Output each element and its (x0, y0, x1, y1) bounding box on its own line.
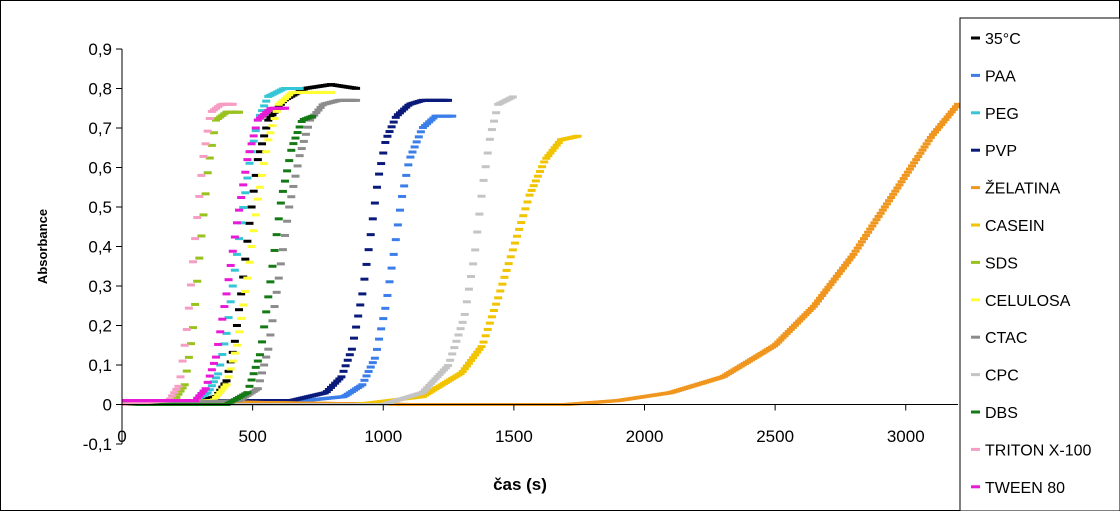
legend: 35°C PAA PEG PVP ŽELATINA CASEIN SDS CELULOSA CT… (959, 17, 1120, 512)
legend-item: CELULOSA (971, 293, 1071, 310)
legend-item: PEG (971, 106, 1019, 123)
x-ticks: 0 500 1000 1500 2000 2500 3000 (117, 404, 925, 446)
y-axis-title: Absorbance (35, 209, 50, 284)
x-tick-label: 3000 (887, 427, 925, 446)
legend-item: PAA (971, 68, 1016, 85)
legend-label: CASEIN (985, 218, 1045, 235)
y-tick-label: 0,4 (88, 238, 112, 257)
legend-item: ŽELATINA (971, 179, 1061, 198)
legend-item: SDS (971, 255, 1018, 272)
legend-label: TWEEN 80 (985, 480, 1065, 497)
legend-label: TRITON X-100 (985, 442, 1092, 459)
y-tick-label: 0,6 (88, 159, 112, 178)
y-tick-label: 0,8 (88, 80, 112, 99)
legend-item: CTAC (971, 330, 1027, 347)
legend-label: ŽELATINA (985, 179, 1061, 198)
legend-item: TRITON X-100 (971, 442, 1092, 459)
legend-item: DBS (971, 405, 1018, 422)
y-tick-label: 0 (103, 396, 112, 415)
series-tween-80 (122, 106, 290, 403)
legend-item: PVP (971, 143, 1017, 160)
x-tick-label: 2000 (626, 427, 664, 446)
legend-item: 35°C (971, 31, 1021, 48)
legend-label: PVP (985, 143, 1017, 160)
x-tick-label: 500 (238, 427, 266, 446)
axes: -0,1 0 0,1 0,2 0,3 0,4 0,5 0,6 0,7 0,8 0,9 0 500 100… (83, 40, 958, 454)
x-axis-title: čas (s) (493, 475, 547, 494)
x-tick-label: 1000 (364, 427, 402, 446)
y-tick-label: -0,1 (83, 435, 112, 454)
legend-label: PAA (985, 68, 1016, 85)
legend-label: CTAC (985, 330, 1027, 347)
legend-label: DBS (985, 405, 1018, 422)
y-tick-label: 0,1 (88, 356, 112, 375)
y-tick-label: 0,9 (88, 40, 112, 59)
y-tick-label: 0,5 (88, 198, 112, 217)
legend-label: CELULOSA (985, 293, 1071, 310)
legend-label: 35°C (985, 31, 1021, 48)
legend-item: TWEEN 80 (971, 480, 1065, 497)
legend-label: CPC (985, 368, 1019, 385)
legend-item: CPC (971, 368, 1019, 385)
x-tick-label: 1500 (495, 427, 533, 446)
y-tick-label: 0,7 (88, 119, 112, 138)
legend-item: CASEIN (971, 218, 1045, 235)
x-tick-label: 2500 (756, 427, 794, 446)
legend-label: SDS (985, 255, 1018, 272)
y-tick-label: 0,3 (88, 277, 112, 296)
legend-box (959, 17, 1120, 512)
y-tick-label: 0,2 (88, 317, 112, 336)
x-tick-label: 0 (117, 427, 126, 446)
legend-label: PEG (985, 106, 1019, 123)
y-ticks: -0,1 0 0,1 0,2 0,3 0,4 0,5 0,6 0,7 0,8 0,9 (83, 40, 122, 454)
